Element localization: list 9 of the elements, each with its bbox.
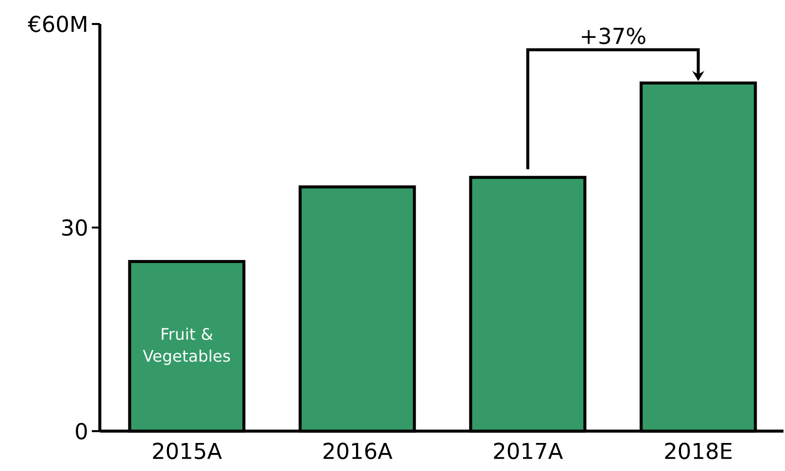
annotation: Fruit & Vegetables bbox=[142, 328, 230, 365]
x-tick-label: 2018E bbox=[665, 442, 732, 460]
y-tick-label: €60M bbox=[28, 16, 86, 32]
y-tick-label: 0 bbox=[76, 422, 87, 440]
x-tick-label: 2017A bbox=[494, 442, 563, 460]
x-tick-label: 2015A bbox=[153, 442, 222, 460]
x-tick-label: 2016A bbox=[324, 442, 392, 460]
y-tick-label: 30 bbox=[62, 219, 87, 236]
annotation: +37% bbox=[582, 28, 646, 44]
